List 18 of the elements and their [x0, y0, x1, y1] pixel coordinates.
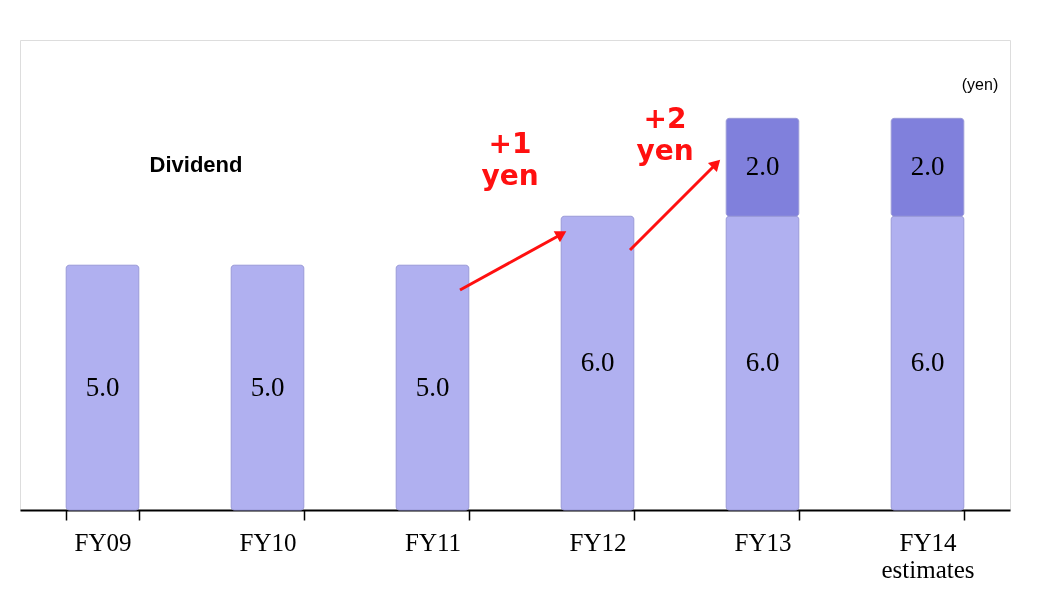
data-label: 6.0 — [745, 347, 780, 378]
x-tick-label: FY14 estimates — [881, 528, 975, 583]
data-label: 5.0 — [250, 371, 285, 402]
annotation: Dividend — [149, 152, 243, 177]
x-tick-label: FY12 — [569, 528, 627, 556]
annotation: +2 yen — [636, 102, 694, 168]
data-label: 5.0 — [415, 371, 450, 402]
data-label: 2.0 — [910, 151, 945, 182]
x-tick-label: FY11 — [404, 528, 462, 556]
x-tick-label: FY10 — [239, 528, 297, 556]
data-label: 6.0 — [580, 347, 615, 378]
data-label: 2.0 — [745, 151, 780, 182]
x-tick-label: FY09 — [74, 528, 132, 556]
annotation: +1 yen — [481, 127, 539, 193]
data-label: 6.0 — [910, 347, 945, 378]
data-label: 5.0 — [85, 371, 120, 402]
text: (yen) — [961, 76, 999, 93]
x-tick-label: FY13 — [734, 528, 792, 556]
